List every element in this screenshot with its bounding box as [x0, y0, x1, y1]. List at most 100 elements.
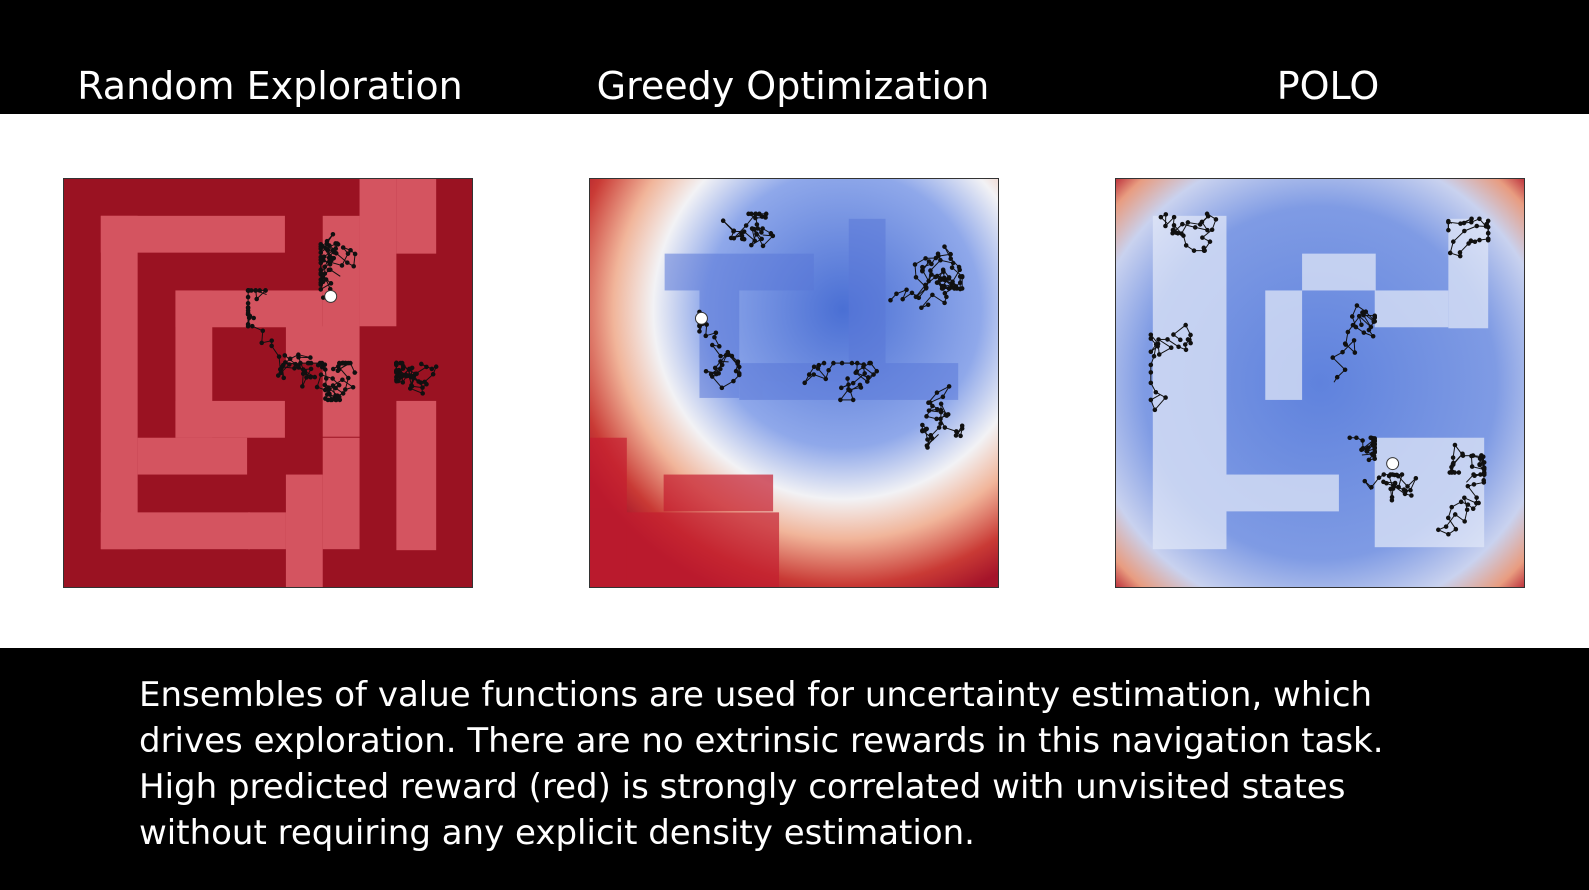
- trajectory-segment: [337, 366, 349, 379]
- trajectory-point: [433, 364, 439, 369]
- trajectory-point: [1445, 515, 1451, 521]
- trajectory-point: [343, 360, 348, 366]
- trajectory-point: [352, 370, 358, 375]
- title-greedy-optimization: Greedy Optimization: [596, 64, 990, 108]
- trajectory-point: [1153, 389, 1159, 395]
- trajectory-point: [943, 277, 948, 283]
- trajectory-segment: [855, 372, 868, 382]
- trajectory-point: [712, 334, 717, 340]
- trajectory-segment: [1445, 514, 1456, 527]
- trajectory-point: [811, 372, 817, 377]
- trajectory-point: [300, 384, 305, 389]
- trajectory-segment: [335, 252, 348, 264]
- trajectory-point: [394, 378, 399, 384]
- trajectory-point: [768, 231, 774, 236]
- trajectory-point: [925, 445, 930, 450]
- trajectory-segment: [298, 367, 311, 378]
- trajectory-point: [1178, 337, 1183, 343]
- trajectory-point: [397, 372, 402, 378]
- agent-marker: [324, 289, 338, 303]
- trajectory-segment: [396, 368, 410, 382]
- trajectory-point: [1481, 460, 1487, 465]
- trajectory-segment: [762, 235, 774, 247]
- trajectory-segment: [932, 294, 945, 304]
- trajectory-point: [1360, 438, 1365, 443]
- trajectory-point: [838, 385, 844, 391]
- trajectory-point: [1447, 250, 1453, 256]
- greedy-optimization-maze: [589, 178, 999, 588]
- caption-bar: Ensembles of value functions are used fo…: [0, 648, 1589, 890]
- title-polo: POLO: [1276, 64, 1380, 108]
- random-exploration-maze: [63, 178, 473, 588]
- trajectory-segment: [722, 220, 735, 232]
- trajectory-segment: [1332, 357, 1346, 371]
- trajectory-point: [1409, 493, 1414, 498]
- trajectory-point: [959, 423, 965, 429]
- trajectory-segment: [852, 373, 866, 384]
- trajectory-segment: [1358, 315, 1372, 328]
- trajectory-segment: [927, 427, 940, 440]
- trajectory-segment: [1173, 324, 1186, 335]
- trajectory-point: [741, 236, 747, 242]
- caption-line-2: drives exploration. There are no extrins…: [139, 721, 1384, 761]
- trajectory-segment: [743, 231, 756, 242]
- trajectory-point: [314, 384, 320, 390]
- trajectory-segment: [930, 259, 941, 271]
- trajectory-point: [719, 362, 725, 368]
- trajectory-point: [282, 353, 288, 358]
- agent-marker: [694, 311, 708, 325]
- trajectory-segment: [1397, 475, 1408, 487]
- trajectory-segment: [920, 294, 933, 309]
- trajectory-point: [1484, 221, 1489, 227]
- trajectory-segment: [1363, 314, 1372, 328]
- trajectory-segment: [952, 269, 961, 282]
- trajectory-segment: [745, 213, 756, 226]
- trajectory-segment: [929, 396, 944, 403]
- trajectory-segment: [733, 225, 747, 239]
- trajectory-segment: [728, 354, 740, 368]
- trajectory-segment: [1452, 230, 1465, 243]
- title-random-exploration: Random Exploration: [77, 64, 463, 108]
- trajectory-point: [1204, 211, 1210, 217]
- trajectory-segment: [711, 344, 722, 357]
- trajectory-segment: [1158, 347, 1172, 355]
- trajectory-point: [925, 302, 931, 308]
- greedy-optimization-plot: [590, 179, 998, 587]
- trajectory-segment: [1158, 339, 1172, 349]
- agent-marker: [1386, 457, 1400, 471]
- trajectory-point: [850, 397, 856, 403]
- polo-plot: [1116, 179, 1524, 587]
- trajectory-segment: [284, 355, 296, 365]
- random-exploration-plot: [64, 179, 472, 587]
- trajectory-segment: [1173, 224, 1184, 237]
- trajectory-point: [1347, 435, 1353, 441]
- trajectory-point: [420, 391, 425, 396]
- trajectory-segment: [1467, 485, 1478, 498]
- trajectory-point: [1476, 500, 1481, 506]
- trajectory-segment: [320, 259, 332, 274]
- trajectory-point: [845, 376, 850, 381]
- trajectory-segment: [714, 354, 727, 369]
- trajectory-point: [1359, 322, 1364, 328]
- title-bar: Random Exploration Greedy Optimization P…: [0, 0, 1589, 114]
- caption-line-3: High predicted reward (red) is strongly …: [139, 767, 1346, 807]
- caption-line-1: Ensembles of value functions are used fo…: [139, 675, 1373, 715]
- trajectory-point: [888, 297, 893, 303]
- trajectory-point: [731, 228, 737, 234]
- caption-line-4: without requiring any explicit density e…: [139, 813, 975, 853]
- trajectory-segment: [1154, 397, 1166, 411]
- trajectory-point: [1148, 362, 1154, 368]
- trajectory-point: [904, 287, 909, 293]
- trajectory-point: [935, 251, 941, 257]
- trajectory-segment: [936, 269, 944, 283]
- trajectory-point: [330, 376, 335, 381]
- trajectory-point: [308, 374, 313, 380]
- caption-text: Ensembles of value functions are used fo…: [139, 672, 1539, 856]
- trajectory-point: [850, 380, 856, 386]
- trajectory-point: [416, 379, 421, 384]
- trajectory-segment: [915, 284, 926, 298]
- trajectory-segment: [326, 240, 337, 254]
- polo-maze: [1115, 178, 1525, 588]
- panels-area: [0, 114, 1589, 648]
- trajectory-segment: [711, 376, 723, 389]
